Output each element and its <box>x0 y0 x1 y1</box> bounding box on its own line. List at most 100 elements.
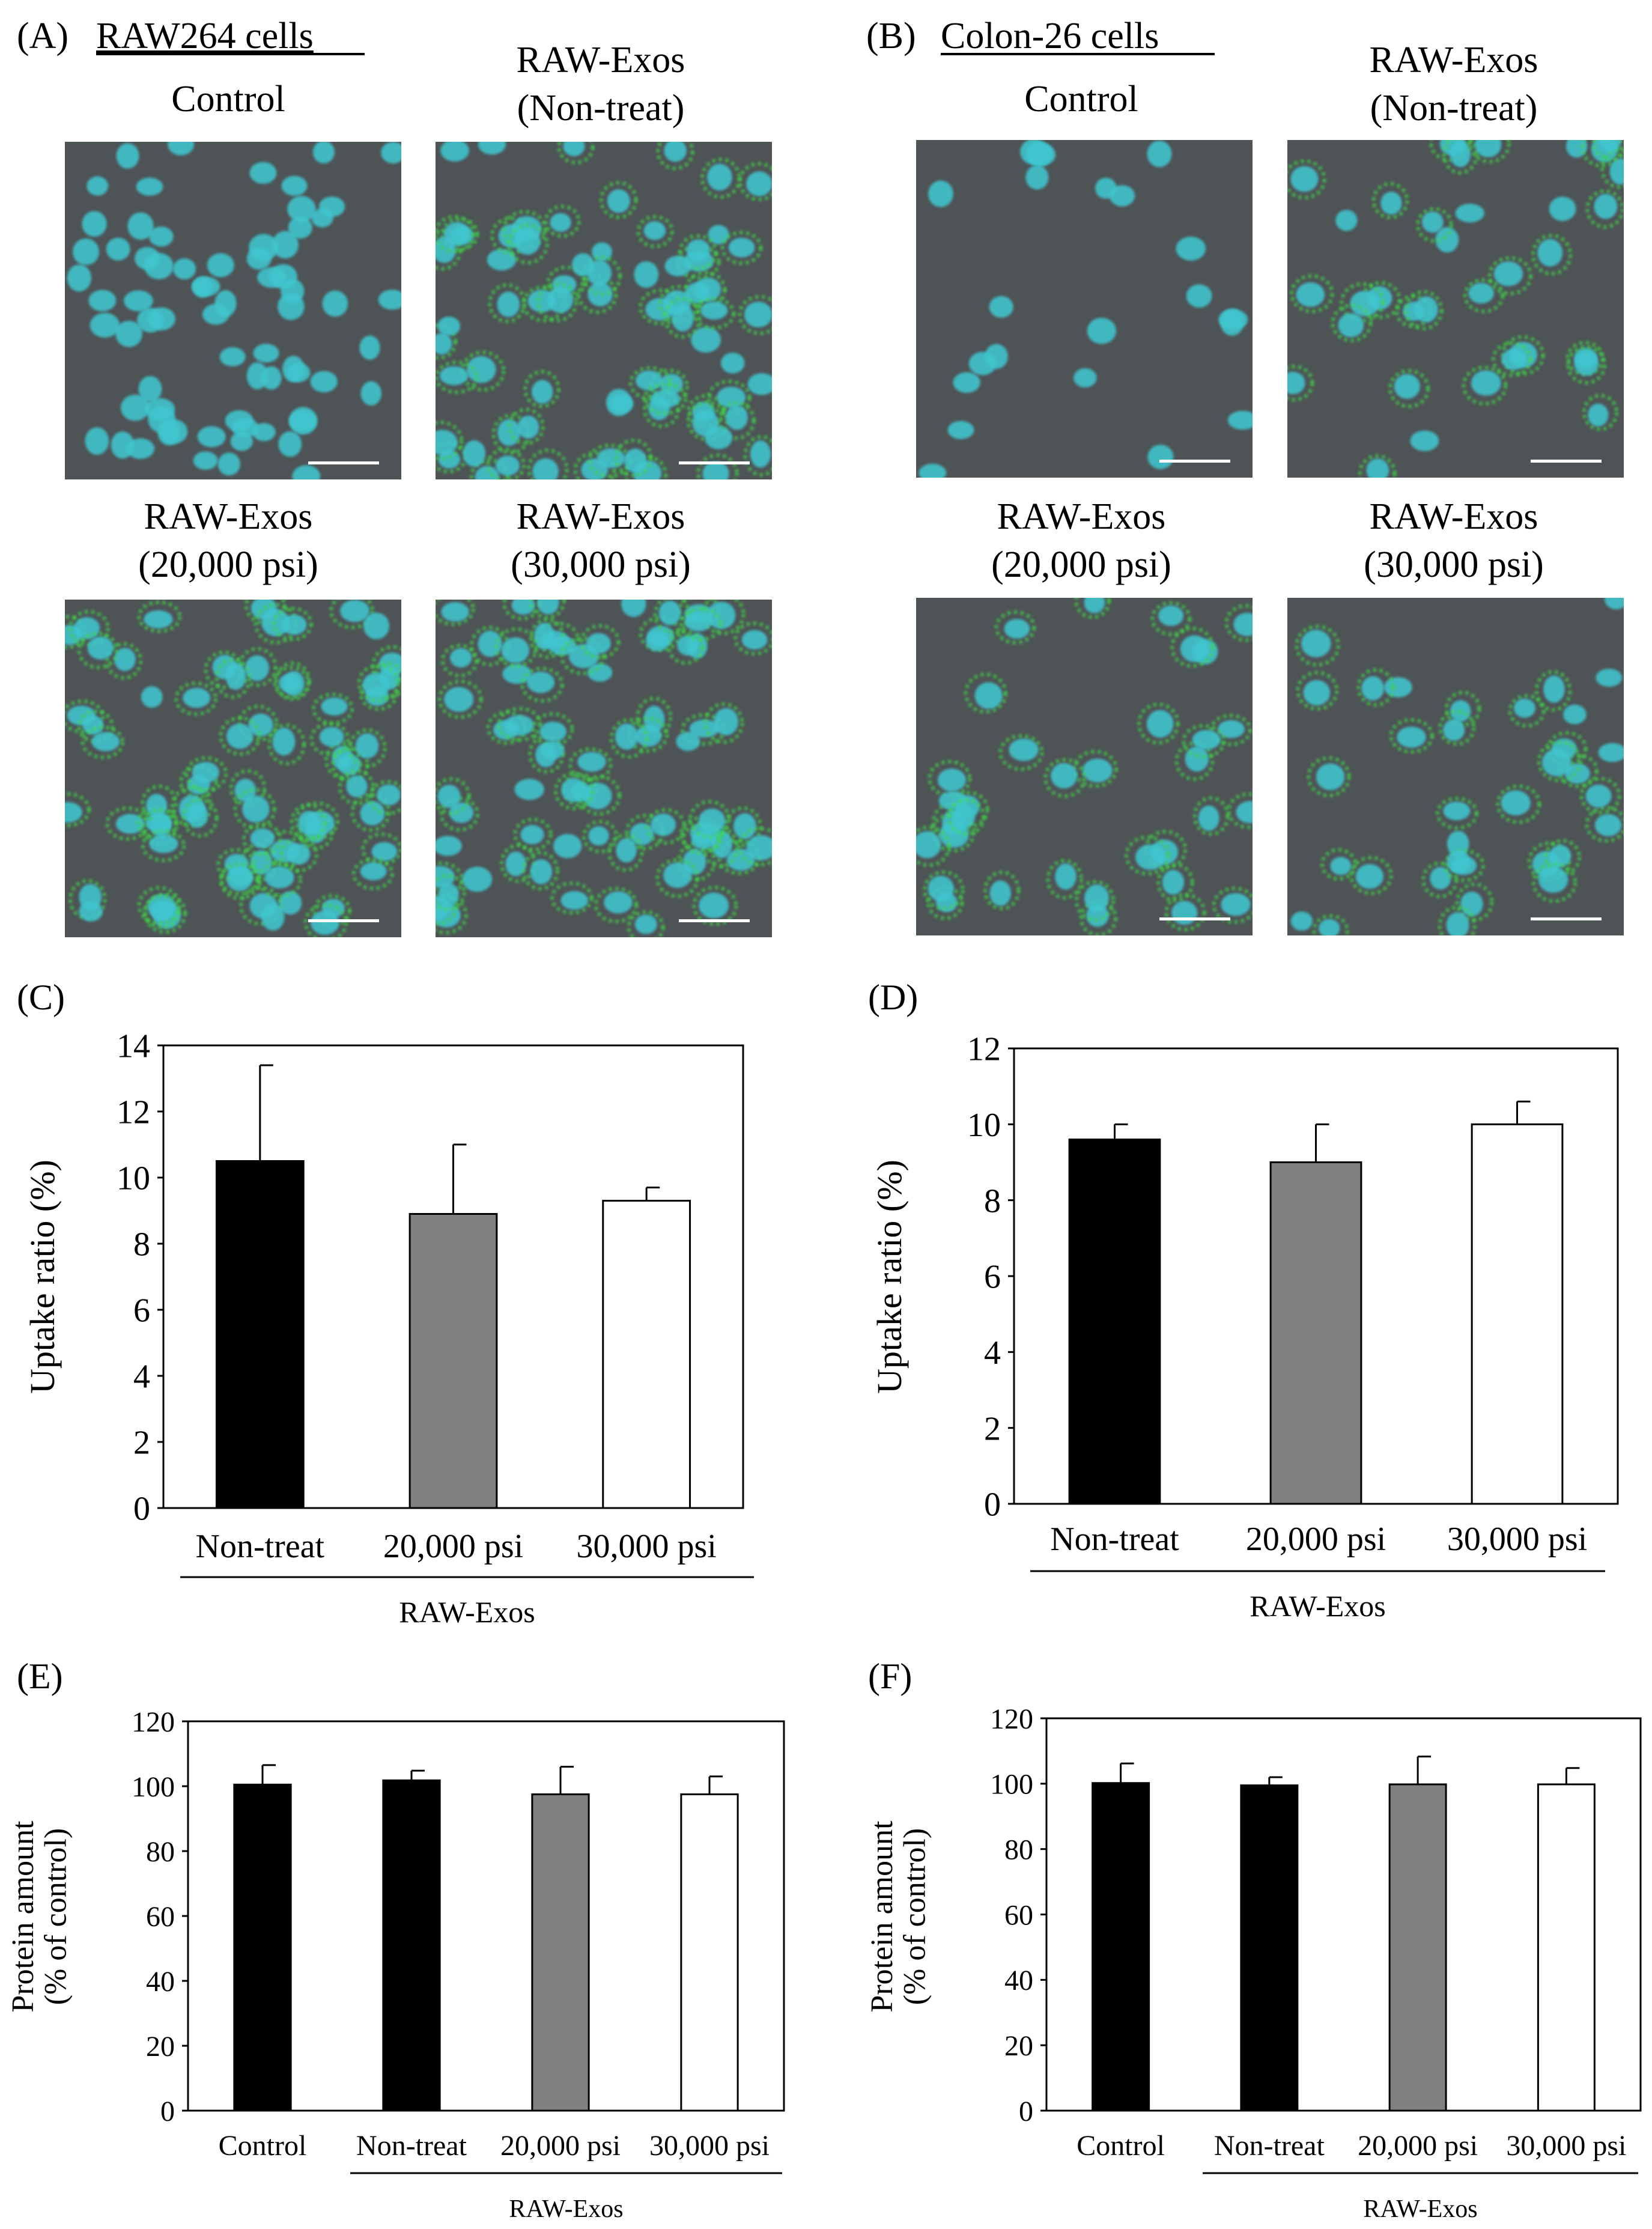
y-axis-label: Uptake ratio (%) <box>23 1160 62 1394</box>
micrograph-label: RAW-Exos <box>517 40 685 81</box>
chart-e: (E) 0 20 40 60 80 100 120 Protein amount(% of co… <box>6 1656 785 2223</box>
y-tick-label: 12 <box>967 1031 1001 1068</box>
micrograph-image <box>436 600 772 937</box>
micrograph-image <box>65 142 401 479</box>
bar <box>408 1213 498 1509</box>
y-tick-label: 80 <box>146 1836 175 1868</box>
micrograph-label: (20,000 psi) <box>991 544 1171 585</box>
micrograph-label: (Non-treat) <box>517 88 685 129</box>
group-label: RAW-Exos <box>1363 2195 1477 2223</box>
micrograph-image <box>916 140 1253 478</box>
scale-bar <box>1159 460 1230 463</box>
bar <box>531 1793 590 2112</box>
y-tick-label: 12 <box>117 1094 150 1131</box>
bar <box>1388 1783 1447 2112</box>
bar <box>1471 1123 1564 1505</box>
scale-bar <box>679 461 750 464</box>
y-tick-label: 0 <box>160 2096 175 2127</box>
micrograph-label: Control <box>1024 79 1138 120</box>
bar <box>1537 1783 1596 2112</box>
chart-panel-letter: (E) <box>17 1656 63 1696</box>
scale-bar <box>679 919 750 922</box>
chart-panel-letter: (C) <box>17 978 65 1017</box>
y-tick-label: 10 <box>117 1160 150 1197</box>
y-tick-label: 100 <box>132 1771 175 1803</box>
bar <box>1092 1782 1150 2112</box>
micrograph-image <box>65 600 401 937</box>
micrograph-label: RAW-Exos <box>1370 40 1538 81</box>
y-tick-label: 8 <box>984 1182 1001 1220</box>
y-tick-label: 120 <box>990 1703 1033 1735</box>
scale-bar <box>1159 917 1230 920</box>
scale-bar <box>308 919 379 922</box>
x-category-label: 20,000 psi <box>1358 2130 1478 2162</box>
panel-a-title: RAW264 cells <box>96 16 314 56</box>
chart-c: (C) 0 2 4 6 8 10 12 14 Uptake ratio (%) Non-treat 2… <box>17 978 754 1629</box>
y-tick-label: 120 <box>132 1706 175 1738</box>
micrograph-image <box>1287 140 1624 478</box>
x-category-label: 30,000 psi <box>1447 1521 1587 1558</box>
y-axis-label: Protein amount(% of control) <box>865 1820 932 2013</box>
bar <box>382 1779 441 2112</box>
y-tick-label: 40 <box>1004 1965 1033 1996</box>
y-tick-label: 20 <box>1004 2030 1033 2062</box>
micrograph-label: RAW-Exos <box>997 496 1166 537</box>
x-category-label: Non-treat <box>1050 1521 1179 1558</box>
y-tick-label: 60 <box>146 1901 175 1933</box>
y-tick-label: 0 <box>133 1491 150 1528</box>
micrograph-image <box>916 598 1253 935</box>
micrograph-label: RAW-Exos <box>1370 496 1538 537</box>
chart-panel-letter: (D) <box>868 978 918 1017</box>
micrograph-panels: (A) RAW264 cells (B) Colon-26 cells Cont… <box>17 16 1624 937</box>
x-category-label: 20,000 psi <box>383 1528 523 1565</box>
micrograph-label: RAW-Exos <box>517 496 685 537</box>
micrograph-image <box>436 142 772 479</box>
y-tick-label: 4 <box>133 1358 150 1396</box>
panel-b-letter: (B) <box>866 16 916 56</box>
bar <box>1269 1161 1362 1505</box>
y-tick-label: 14 <box>117 1028 150 1065</box>
bar <box>680 1793 739 2112</box>
chart-panel-letter: (F) <box>868 1656 912 1696</box>
y-tick-label: 8 <box>133 1226 150 1264</box>
y-tick-label: 80 <box>1004 1834 1033 1866</box>
micrograph-label: (30,000 psi) <box>511 544 691 585</box>
chart-f: (F) 0 20 40 60 80 100 120 Protein amount(% of co… <box>865 1656 1642 2223</box>
y-tick-label: 2 <box>984 1410 1001 1447</box>
x-category-label: 30,000 psi <box>1506 2130 1626 2162</box>
y-axis-label: Uptake ratio (%) <box>870 1160 909 1394</box>
panel-b-title: Colon-26 cells <box>941 16 1159 56</box>
y-tick-label: 0 <box>984 1486 1001 1524</box>
group-label: RAW-Exos <box>1250 1589 1386 1623</box>
panel-a-letter: (A) <box>17 16 68 56</box>
chart-d: (D) 0 2 4 6 8 10 12 Uptake ratio (%) Non-treat 20,… <box>868 978 1619 1623</box>
y-tick-label: 60 <box>1004 1899 1033 1931</box>
y-axis-label: Protein amount(% of control) <box>6 1820 73 2013</box>
y-tick-label: 4 <box>984 1334 1001 1372</box>
micrograph-label: (20,000 psi) <box>138 544 318 585</box>
y-tick-label: 100 <box>990 1769 1033 1801</box>
y-tick-label: 6 <box>984 1259 1001 1296</box>
micrograph-label: RAW-Exos <box>144 496 313 537</box>
bar <box>1068 1139 1161 1505</box>
x-category-label: Non-treat <box>196 1528 325 1565</box>
y-tick-label: 0 <box>1019 2096 1033 2127</box>
x-category-label: 30,000 psi <box>576 1528 716 1565</box>
group-label: RAW-Exos <box>509 2195 623 2223</box>
x-category-label: Non-treat <box>356 2130 467 2162</box>
micrograph-label: (Non-treat) <box>1370 88 1538 129</box>
micrograph-image <box>1287 598 1624 935</box>
x-category-label: 20,000 psi <box>1246 1521 1386 1558</box>
bar <box>233 1783 292 2112</box>
bar <box>602 1200 691 1509</box>
x-category-label: Control <box>1077 2130 1165 2162</box>
bar <box>215 1160 305 1509</box>
micrograph-label: Control <box>171 79 285 120</box>
y-tick-label: 6 <box>133 1292 150 1330</box>
y-tick-label: 2 <box>133 1425 150 1462</box>
x-category-label: Control <box>219 2130 307 2162</box>
micrograph-label: (30,000 psi) <box>1364 544 1544 585</box>
scale-bar <box>308 461 379 464</box>
